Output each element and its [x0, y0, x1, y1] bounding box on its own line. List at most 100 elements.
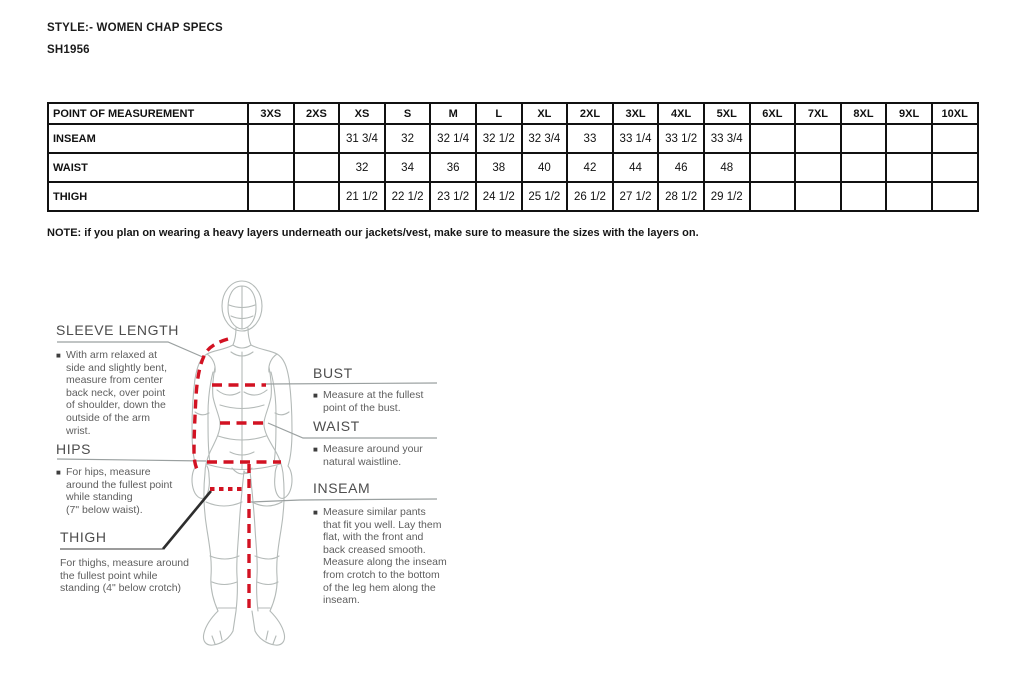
table-cell: 24 1/2 [474, 181, 523, 212]
size-column-header: 5XL [702, 102, 751, 125]
guide-section-inseam: INSEAM ■ Measure similar pants that fit … [313, 480, 447, 607]
table-header-row: POINT OF MEASUREMENT 3XS 2XS XS S M L XL 2XL 3XL 4… [47, 102, 979, 125]
size-column-header: XS [338, 102, 386, 125]
table-cell: 23 1/2 [429, 181, 477, 212]
waist-heading: WAIST [313, 418, 360, 434]
row-label: INSEAM [47, 123, 249, 154]
style-label: STYLE:- WOMEN CHAP SPECS [47, 22, 223, 34]
table-cell: 44 [611, 152, 660, 183]
bullet-icon: ■ [56, 468, 61, 477]
table-cell [794, 181, 842, 212]
size-column-header: 2XL [566, 102, 614, 125]
bullet-icon: ■ [313, 508, 318, 517]
bullet-icon: ■ [313, 391, 318, 400]
guide-section-hips: HIPS ■ For hips, measure around the full… [56, 441, 198, 516]
table-cell: 32 [383, 123, 432, 154]
table-cell [292, 181, 341, 212]
table-cell: 38 [474, 152, 523, 183]
table-cell: 32 1/4 [429, 123, 477, 154]
row-label: WAIST [47, 152, 249, 183]
table-cell: 31 3/4 [338, 123, 386, 154]
table-cell [794, 123, 842, 154]
table-cell [748, 152, 797, 183]
guide-section-bust: BUST ■ Measure at the fullest point of t… [313, 365, 445, 414]
table-cell [292, 123, 341, 154]
sleeve-length-heading: SLEEVE LENGTH [56, 322, 179, 338]
table-cell: 29 1/2 [702, 181, 751, 212]
size-column-header: 6XL [748, 102, 797, 125]
table-cell: 34 [383, 152, 432, 183]
table-cell: 33 [566, 123, 614, 154]
size-column-header: L [474, 102, 523, 125]
table-cell: 27 1/2 [611, 181, 660, 212]
table-cell: 21 1/2 [338, 181, 386, 212]
table-cell [748, 123, 797, 154]
table-cell [930, 152, 979, 183]
table-row: INSEAM 31 3/4 32 32 1/4 32 1/2 32 3/4 33 33 1/4… [47, 123, 979, 154]
guide-section-thigh: THIGH For thighs, measure around the ful… [60, 529, 212, 595]
size-column-header: 3XL [611, 102, 660, 125]
table-cell [930, 123, 979, 154]
table-cell [794, 152, 842, 183]
hips-text: For hips, measure around the fullest poi… [66, 466, 173, 516]
table-cell [247, 152, 295, 183]
row-label: THIGH [47, 181, 249, 212]
size-column-header: S [383, 102, 432, 125]
size-column-header: 9XL [885, 102, 933, 125]
table-cell: 33 1/4 [611, 123, 660, 154]
waist-text: Measure around your natural waistline. [323, 443, 423, 468]
table-cell [292, 152, 341, 183]
size-column-header: XL [520, 102, 569, 125]
table-cell: 32 3/4 [520, 123, 569, 154]
table-cell: 48 [702, 152, 751, 183]
note-text: NOTE: if you plan on wearing a heavy lay… [47, 227, 699, 239]
size-column-header: 7XL [794, 102, 842, 125]
table-cell: 26 1/2 [566, 181, 614, 212]
table-cell [839, 123, 888, 154]
table-cell: 33 1/2 [657, 123, 705, 154]
table-cell: 32 1/2 [474, 123, 523, 154]
table-row: WAIST 32 34 36 38 40 42 44 46 48 [47, 152, 979, 183]
size-column-header: 3XS [247, 102, 295, 125]
table-cell [885, 181, 933, 212]
table-cell: 28 1/2 [657, 181, 705, 212]
table-cell [839, 181, 888, 212]
hips-heading: HIPS [56, 441, 92, 457]
bullet-icon: ■ [313, 445, 318, 454]
sleeve-measure-line [192, 337, 229, 470]
table-cell [247, 181, 295, 212]
table-cell: 33 3/4 [702, 123, 751, 154]
table-cell [748, 181, 797, 212]
table-cell [885, 123, 933, 154]
table-cell: 25 1/2 [520, 181, 569, 212]
bust-heading: BUST [313, 365, 353, 381]
size-column-header: 10XL [930, 102, 979, 125]
size-column-header: M [429, 102, 477, 125]
table-cell [839, 152, 888, 183]
table-cell [247, 123, 295, 154]
table-cell: 32 [338, 152, 386, 183]
size-table-wrap: POINT OF MEASUREMENT 3XS 2XS XS S M L XL 2XL 3XL 4… [47, 102, 979, 212]
size-spec-table: POINT OF MEASUREMENT 3XS 2XS XS S M L XL 2XL 3XL 4… [47, 102, 979, 212]
guide-section-waist: WAIST ■ Measure around your natural wais… [313, 418, 445, 468]
inseam-heading: INSEAM [313, 480, 371, 496]
table-cell [885, 152, 933, 183]
guide-section-sleeve-length: SLEEVE LENGTH ■ With arm relaxed at side… [56, 322, 184, 437]
size-column-header: 2XS [292, 102, 341, 125]
table-cell: 46 [657, 152, 705, 183]
thigh-heading: THIGH [60, 529, 107, 545]
table-cell: 42 [566, 152, 614, 183]
inseam-text: Measure similar pants that fit you well.… [323, 506, 447, 607]
table-cell: 40 [520, 152, 569, 183]
thigh-text: For thighs, measure around the fullest p… [60, 557, 189, 595]
table-row: THIGH 21 1/2 22 1/2 23 1/2 24 1/2 25 1/2 26 1/… [47, 181, 979, 212]
sleeve-length-text: With arm relaxed at side and slightly be… [66, 349, 167, 437]
size-column-header: 8XL [839, 102, 888, 125]
table-cell: 36 [429, 152, 477, 183]
table-cell: 22 1/2 [383, 181, 432, 212]
table-cell [930, 181, 979, 212]
bullet-icon: ■ [56, 351, 61, 360]
size-column-header: 4XL [657, 102, 705, 125]
style-number: SH1956 [47, 44, 90, 56]
